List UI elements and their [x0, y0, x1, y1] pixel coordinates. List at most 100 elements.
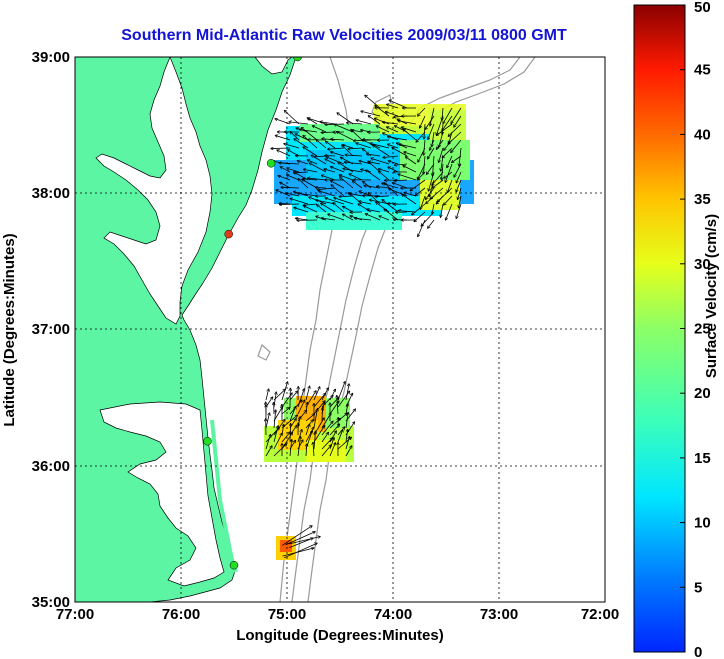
- velocity-arrow: [303, 204, 318, 205]
- x-tick-label: 77:00: [56, 606, 94, 623]
- velocity-arrow: [286, 193, 300, 197]
- velocity-arrow: [328, 148, 345, 149]
- velocity-arrow: [436, 115, 444, 135]
- velocity-arrow: [297, 400, 305, 415]
- velocity-arrow: [436, 139, 444, 149]
- velocity-arrow: [316, 200, 336, 205]
- velocity-arrow: [426, 187, 435, 199]
- velocity-arrow: [428, 123, 435, 139]
- velocity-arrow: [273, 426, 278, 443]
- velocity-arrow: [329, 443, 335, 457]
- map-title: Southern Mid-Atlantic Raw Velocities 200…: [121, 27, 567, 44]
- velocity-arrow: [387, 104, 399, 109]
- velocity-arrow: [308, 178, 327, 181]
- velocity-arrow: [399, 144, 417, 149]
- velocity-arrow: [290, 199, 309, 205]
- velocity-arrow: [281, 425, 284, 436]
- velocity-arrow: [334, 198, 354, 205]
- velocity-arrow: [349, 174, 363, 181]
- velocity-arrow: [281, 432, 290, 443]
- velocity-arrow: [454, 163, 462, 177]
- velocity-arrow: [296, 218, 309, 221]
- velocity-arrow: [345, 413, 348, 429]
- velocity-arrow: [305, 414, 314, 422]
- velocity-arrow: [430, 139, 435, 150]
- velocity-arrow: [386, 112, 399, 117]
- velocity-arrow: [366, 214, 381, 221]
- station-marker: [266, 159, 276, 168]
- velocity-arrow: [289, 426, 297, 436]
- x-tick-label: 74:00: [374, 606, 412, 623]
- velocity-arrow: [398, 121, 417, 125]
- velocity-arrow: [403, 166, 417, 173]
- velocity-arrow: [383, 122, 399, 125]
- velocity-arrow: [331, 185, 345, 197]
- velocity-arrow: [281, 167, 291, 173]
- velocity-arrow: [428, 147, 435, 159]
- velocity-arrow: [304, 169, 318, 173]
- velocity-arrow: [331, 181, 345, 189]
- station-marker: [203, 436, 212, 446]
- velocity-arrow: [414, 211, 426, 221]
- velocity-arrow: [302, 179, 318, 189]
- velocity-arrow: [329, 389, 335, 401]
- velocity-arrow: [313, 426, 325, 443]
- velocity-arrow: [395, 164, 408, 165]
- colorbar-tick-label: 25: [694, 321, 711, 338]
- y-tick-label: 39:00: [32, 49, 70, 66]
- velocity-arrow: [316, 187, 327, 188]
- velocity-arrow: [348, 148, 363, 149]
- velocity-arrow: [379, 169, 390, 173]
- velocity-arrow: [443, 107, 453, 123]
- velocity-arrow: [298, 161, 309, 165]
- velocity-arrow: [306, 403, 307, 415]
- velocity-vectors: [266, 95, 462, 559]
- velocity-arrow: [313, 443, 314, 457]
- velocity-arrow: [322, 218, 336, 221]
- velocity-arrow: [280, 182, 291, 189]
- velocity-arrow: [345, 446, 352, 457]
- velocity-arrow: [298, 179, 309, 189]
- y-tick-labels: 39:00 38:00 37:00 36:00 35:00: [32, 49, 70, 611]
- velocity-arrow: [375, 106, 390, 117]
- velocity-arrow: [287, 168, 300, 173]
- velocity-arrow: [377, 126, 390, 133]
- velocity-arrow: [403, 129, 417, 141]
- colorbar: [633, 4, 686, 653]
- colorbar-tick-label: 0: [694, 644, 702, 659]
- velocity-arrow: [375, 118, 390, 125]
- velocity-arrow: [418, 171, 426, 180]
- velocity-arrow: [273, 407, 282, 422]
- y-axis-title: Latitude (Degrees:Minutes): [1, 233, 18, 426]
- velocity-arrow: [432, 203, 435, 214]
- velocity-arrow: [412, 203, 426, 215]
- plot-frame: [74, 56, 606, 603]
- velocity-arrow: [371, 158, 390, 165]
- velocity-arrow: [302, 128, 318, 141]
- velocity-arrow: [321, 413, 331, 429]
- velocity-arrow: [331, 152, 345, 157]
- velocity-arrow: [456, 171, 462, 183]
- velocity-arrow: [289, 419, 296, 429]
- velocity-arrow: [282, 548, 313, 557]
- velocity-arrow: [441, 203, 444, 217]
- velocity-field-south: [276, 536, 296, 560]
- velocity-arrow: [311, 155, 327, 165]
- velocity-arrow: [337, 113, 354, 125]
- x-axis-title: Longitude (Degrees:Minutes): [236, 627, 444, 644]
- velocity-arrow: [458, 187, 462, 199]
- velocity-arrow: [402, 127, 417, 133]
- velocity-arrow: [392, 148, 408, 157]
- velocity-arrow: [447, 179, 453, 192]
- velocity-arrow: [421, 211, 435, 226]
- y-tick-label: 37:00: [32, 321, 70, 338]
- velocity-arrow: [314, 156, 327, 157]
- velocity-arrow: [379, 216, 390, 221]
- velocity-arrow: [318, 187, 336, 190]
- velocity-arrow: [337, 132, 354, 141]
- velocity-arrow: [339, 175, 354, 181]
- x-tick-labels: 77:00 76:00 75:00 74:00 73:00 72:00: [56, 606, 619, 623]
- velocity-arrow: [337, 382, 345, 401]
- colorbar-tick-label: 15: [694, 450, 711, 467]
- velocity-arrow: [445, 163, 453, 182]
